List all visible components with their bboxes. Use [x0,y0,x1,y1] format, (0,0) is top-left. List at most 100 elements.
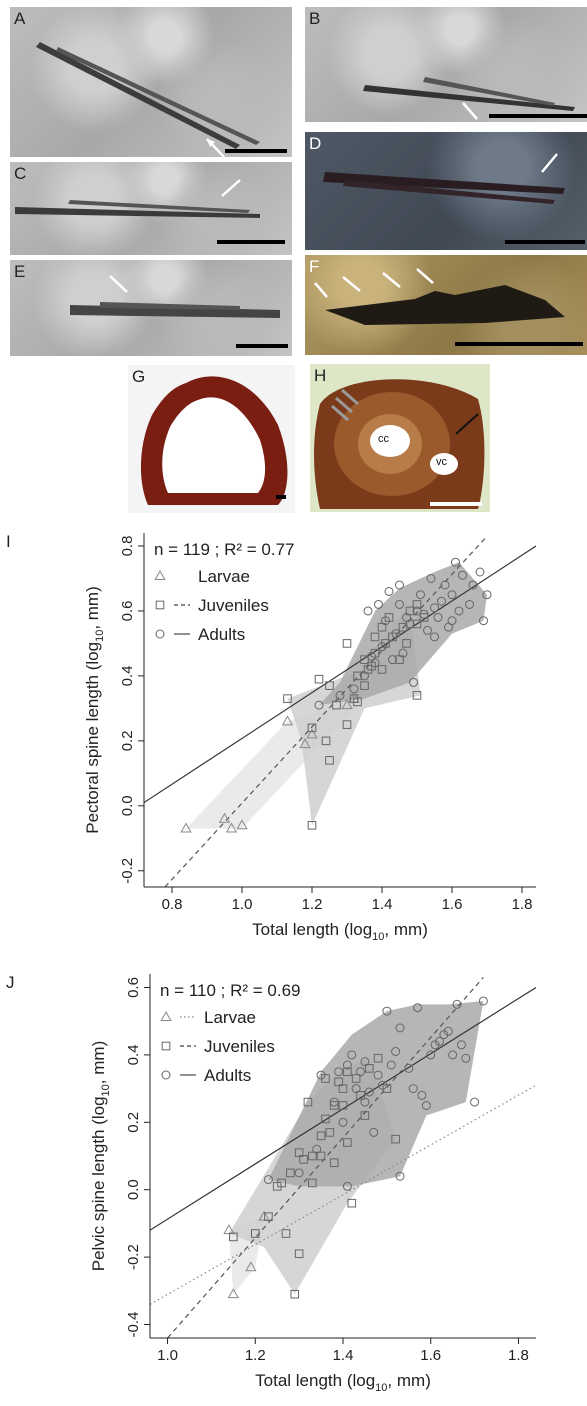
panel-letter-f: F [309,257,320,276]
panel-b-photo: B [305,7,587,122]
juveniles-point [294,1249,304,1259]
y-tick-label: 0.2 [119,730,136,751]
adults-point [360,1097,370,1107]
juveniles-point [321,1114,330,1124]
legend-label: Larvae [198,567,250,586]
y-tick-label: -0.2 [119,858,136,884]
adults-point [360,671,369,681]
adults-point [338,1117,348,1127]
juveniles-point [325,681,334,690]
juveniles-point [303,1097,313,1107]
legend-juveniles-point [155,600,165,610]
adults-point [437,596,446,606]
adults-point [263,1175,273,1185]
x-tick-label: 1.0 [157,1347,178,1364]
adults-point [363,606,373,616]
adults-point [478,996,488,1006]
panel-letter-g: G [132,367,146,386]
y-tick-label: 0.8 [119,536,136,557]
adults-point [451,557,460,567]
adults-point [377,1080,387,1090]
juveniles-point [325,1128,335,1137]
adults-point [342,1181,352,1191]
adults-point [342,1060,352,1070]
juveniles-point [281,1229,291,1238]
scale-bar [455,342,583,346]
legend-adults-point [161,1070,171,1080]
adults-point [395,599,404,609]
adults-point [329,1097,339,1107]
juveniles-point [277,1178,286,1188]
juveniles-point [283,694,292,703]
juveniles-point [299,1155,308,1164]
larvae-point [299,738,311,749]
legend-juveniles-point [161,1041,171,1051]
juveniles-point [412,691,422,700]
adults-point [388,655,397,665]
juveniles-point [351,1074,361,1083]
panel-letter-h: H [314,366,327,385]
adults-point [370,658,380,668]
juveniles-point [329,1158,339,1168]
y-tick-label: -0.2 [125,1244,142,1270]
juveniles-point [370,632,380,642]
x-tick-label: 1.2 [245,1347,266,1364]
adults-point [435,1036,444,1046]
larvae-point [341,699,353,710]
legend: Larvae Juveniles Adults [154,567,269,644]
juveniles-point [316,1151,326,1161]
larvae-point [180,822,192,833]
juveniles-point [286,1168,295,1178]
adults-point [386,1060,396,1070]
adults-point [413,1003,423,1013]
y-tick-label: 0.0 [125,1179,142,1200]
x-tick-label: 1.8 [512,896,533,913]
juveniles-point [334,1077,343,1087]
adults-point [334,1067,344,1077]
adults-point [395,1171,405,1181]
adults-point [458,570,467,580]
legend-larvae-point [154,569,166,580]
scale-bar [489,114,587,118]
juveniles-point [343,1067,352,1077]
juveniles-point [264,1212,273,1221]
adults-point [443,1026,453,1036]
juveniles-point [353,671,362,681]
juveniles-point [332,700,341,710]
legend-label: Juveniles [198,596,269,615]
larvae-series [223,1210,270,1299]
juveniles-point [338,1101,348,1110]
spine-fossil-b [363,77,575,120]
adults-point [398,648,408,658]
juveniles-point [314,674,324,684]
panel-letter-b: B [309,9,321,28]
juveniles-point [412,600,422,609]
larvae-point [225,822,238,833]
panel-c-photo: C [10,162,292,255]
scale-bar [236,344,288,348]
larvae-point [258,1210,270,1221]
y-axis-title: Pelvic spine length (log10, mm) [89,1041,112,1272]
adults-point [448,1050,458,1060]
spine-fossil-c [15,179,260,218]
adults-point [417,1090,427,1100]
adults-point [316,1070,326,1080]
y-tick-label: 0.4 [125,1044,142,1065]
panel-letter-d: D [309,134,322,153]
adults-point [335,690,345,700]
juveniles-point [360,681,369,690]
spine-fossil-d [323,153,565,204]
adults-point [416,590,425,600]
panel-g-photo: G [128,365,295,513]
adults-point [384,586,394,596]
adults-point [409,677,418,687]
x-axis-title: Total length (log10, mm) [252,920,428,943]
adults-point [391,629,401,639]
adults-series [314,557,492,710]
adults-point [404,1063,414,1073]
central-canal-label: cc [378,433,389,445]
juveniles-point [391,1134,400,1144]
y-tick-label: -0.4 [125,1312,142,1338]
adults-point [391,1047,401,1057]
adults-point [405,619,415,629]
